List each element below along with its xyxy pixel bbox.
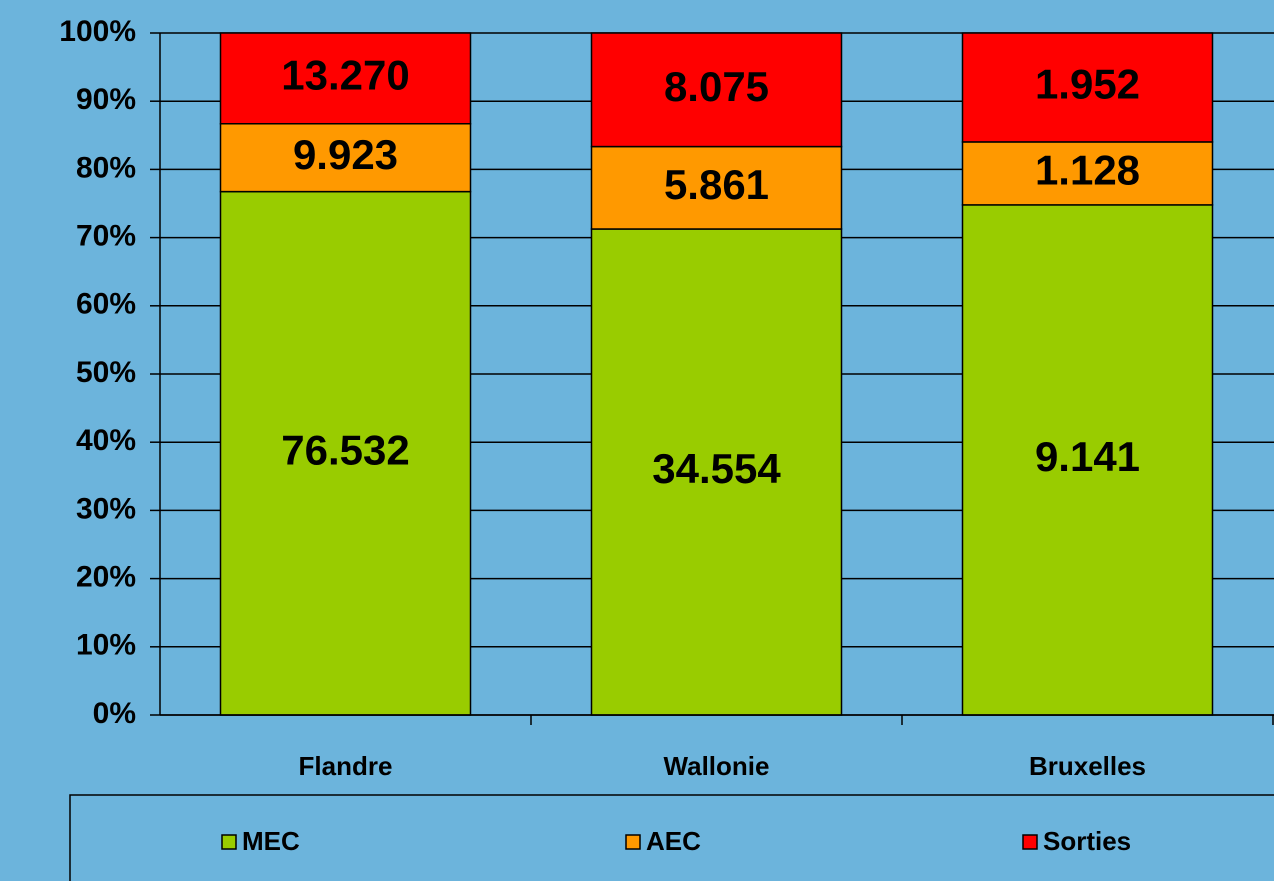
y-tick-label: 80% [76,151,136,184]
bar-segment [961,32,1214,143]
x-tick-label: Bruxelles [1029,751,1146,781]
legend-label: MEC [242,826,300,856]
legend-swatch [625,834,641,850]
y-tick-label: 100% [59,15,136,48]
y-tick-label: 10% [76,629,136,662]
y-tick-label: 60% [76,288,136,321]
x-tick-label: Flandre [299,751,393,781]
legend-swatch [1022,834,1038,850]
legend-swatch [221,834,237,850]
x-tick-label: Wallonie [664,751,770,781]
data-label: 9.141 [1035,433,1140,480]
bar-segment [961,204,1214,716]
data-label: 76.532 [281,426,409,473]
bar-segment [590,228,843,716]
data-label: 13.270 [281,51,409,98]
data-label: 1.952 [1035,61,1140,108]
bar-segment [219,190,472,716]
bar-segment [219,32,472,125]
y-tick-label: 50% [76,356,136,389]
legend-label: Sorties [1043,826,1131,856]
data-label: 34.554 [652,445,781,492]
bar-segment [590,145,843,230]
y-tick-label: 0% [93,697,136,730]
y-tick-label: 30% [76,492,136,525]
bar-segment [219,123,472,193]
legend-box [69,794,1274,881]
y-tick-label: 90% [76,83,136,116]
bar-segment [590,32,843,148]
data-label: 8.075 [664,63,769,110]
data-label: 1.128 [1035,147,1140,194]
legend-label: AEC [646,826,701,856]
y-tick-label: 20% [76,561,136,594]
data-label: 5.861 [664,161,769,208]
data-label: 9.923 [293,131,398,178]
y-tick-label: 70% [76,220,136,253]
y-tick-label: 40% [76,424,136,457]
